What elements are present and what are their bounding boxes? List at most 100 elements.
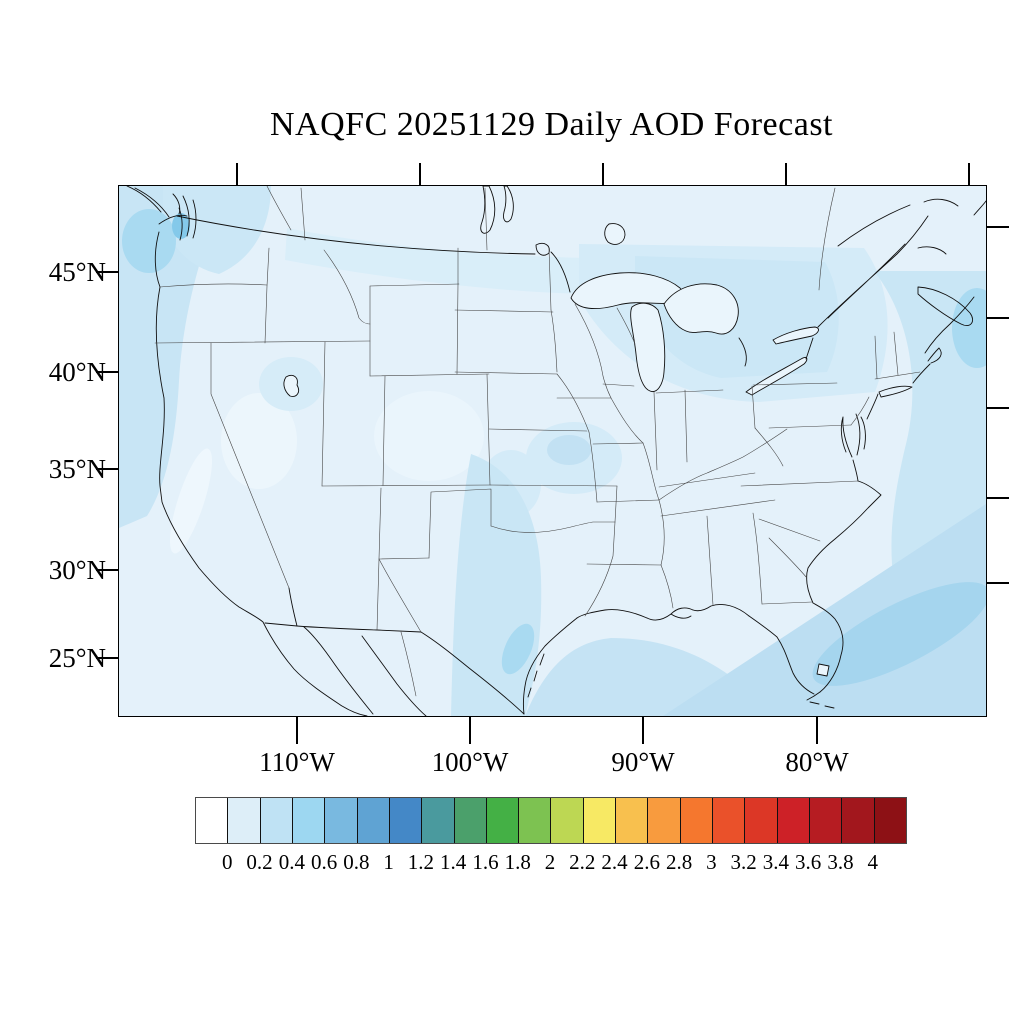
colorbar-cell <box>874 798 906 843</box>
lon-label-110w: 110°W <box>259 747 335 777</box>
cape-cod <box>927 347 942 364</box>
axis-tick <box>469 716 471 744</box>
axis-tick <box>816 716 818 744</box>
canada-border-49n <box>176 215 571 293</box>
colorbar-cell <box>842 798 875 843</box>
florida-west-coast <box>748 615 815 695</box>
axis-tick <box>642 716 644 744</box>
rio-grande <box>420 631 525 715</box>
prince-edward-island <box>917 246 947 255</box>
map-frame <box>118 185 987 717</box>
us-mexico-border <box>264 622 422 633</box>
colorbar-cell <box>648 798 681 843</box>
coastlines <box>126 186 986 716</box>
lat-label-45n: 45°N <box>48 257 106 287</box>
colorbar-tick-label: 1.2 <box>407 850 435 874</box>
colorbar-tick-label: 2.2 <box>569 850 596 874</box>
lat-label-35n: 35°N <box>48 454 106 484</box>
axis-tick <box>785 163 787 185</box>
colorbar-tick-label: 1.6 <box>472 850 499 874</box>
st-lawrence-river <box>817 215 929 328</box>
axis-tick <box>96 271 118 273</box>
plot-title: NAQFC 20251129 Daily AOD Forecast <box>270 106 833 143</box>
colorbar-cell <box>519 798 552 843</box>
colorbar-tick-label: 2.8 <box>665 850 693 874</box>
lon-label-90w: 90°W <box>611 747 675 777</box>
nova-scotia <box>917 286 973 326</box>
colorbar-cell <box>777 798 810 843</box>
long-island <box>878 385 913 398</box>
axis-tick <box>296 716 298 744</box>
colorbar-cell <box>422 798 455 843</box>
axis-tick <box>987 317 1009 319</box>
great-salt-lake <box>283 374 300 397</box>
maine-coast <box>924 296 975 354</box>
colorbar-tick-label: 3.8 <box>827 850 854 874</box>
mexico-mainland-coast <box>361 635 427 716</box>
colorbar-cell <box>228 798 261 843</box>
new-england-coast <box>912 363 931 384</box>
lon-label-100w: 100°W <box>431 747 509 777</box>
colorbar-cell <box>292 798 326 843</box>
colorbar-tick-label: 2 <box>544 850 556 874</box>
new-jersey-coast <box>866 393 879 420</box>
florida-keys <box>806 691 835 709</box>
colorbar-cell <box>680 798 713 843</box>
lake-ontario <box>772 326 819 345</box>
colorbar-cell <box>196 798 229 843</box>
colorbar-cell <box>583 798 617 843</box>
lake-huron <box>663 283 739 335</box>
axis-tick <box>96 468 118 470</box>
colorbar-labels: 0 0.2 0.4 0.6 0.8 1 1.2 1.4 1.6 1.8 2 2.2 2.4 2.6 2.8 3… <box>195 850 905 878</box>
lon-label-80w: 80°W <box>785 747 849 777</box>
colorbar-cell <box>809 798 843 843</box>
colorbar-tick-label: 2.4 <box>601 850 628 874</box>
axis-tick <box>96 657 118 659</box>
chesapeake-bay <box>840 416 859 482</box>
pacific-coast <box>154 231 368 716</box>
mississippi-delta <box>646 607 694 621</box>
lat-label-40n: 40°N <box>48 357 106 387</box>
colorbar-tick-label: 3 <box>706 850 717 874</box>
colorbar-tick-label: 3.2 <box>730 850 757 874</box>
state-borders <box>154 186 921 697</box>
gulf-panhandle-coast <box>692 604 750 617</box>
louisiana-coast <box>576 609 648 619</box>
colorbar-tick-label: 4 <box>867 850 878 874</box>
colorbar-tick-label: 0.2 <box>246 850 273 874</box>
colorbar-tick-label: 2.6 <box>633 850 660 874</box>
colorbar-tick-label: 0.4 <box>278 850 305 874</box>
anticosti-island <box>923 198 959 207</box>
axis-tick <box>987 407 1009 409</box>
lake-michigan <box>630 302 666 393</box>
colorbar-cell <box>260 798 293 843</box>
axis-tick <box>987 582 1009 584</box>
colorbar-tick-label: 1.4 <box>440 850 467 874</box>
barrier-islands <box>527 653 545 698</box>
lat-label-30n: 30°N <box>48 555 106 585</box>
lake-nipigon <box>604 223 626 245</box>
axis-tick <box>987 226 1009 228</box>
axis-tick <box>602 163 604 185</box>
colorbar-cell <box>454 798 487 843</box>
axis-tick <box>96 371 118 373</box>
colorbar-cell <box>357 798 390 843</box>
colorbar-cell <box>389 798 423 843</box>
colorbar-cell <box>486 798 520 843</box>
axis-tick <box>96 569 118 571</box>
lake-winnipeg <box>480 186 496 234</box>
colorbar-tick-label: 3.4 <box>762 850 790 874</box>
colorbar-tick-label: 1.8 <box>504 850 531 874</box>
conus-map-svg <box>119 186 986 716</box>
colorbar-cell <box>551 798 584 843</box>
aod-shading <box>119 186 986 716</box>
colorbar-cell <box>325 798 358 843</box>
vancouver-island <box>126 186 181 218</box>
lakes <box>283 186 830 677</box>
niagara-river <box>805 337 814 360</box>
colorbar <box>195 797 907 844</box>
detroit-river <box>738 337 747 367</box>
colorbar-cell <box>713 798 746 843</box>
colorbar-tick-label: 0 <box>222 850 233 874</box>
colorbar-tick-label: 1 <box>383 850 394 874</box>
